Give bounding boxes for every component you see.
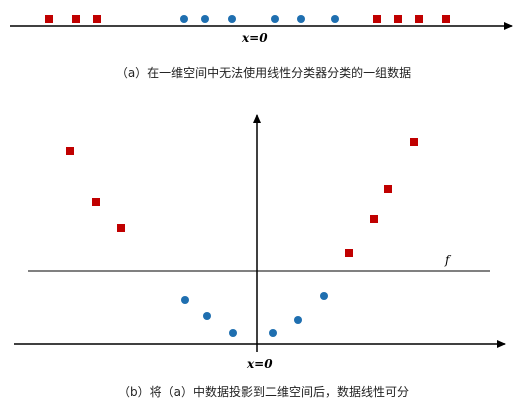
panel-b-circle-points — [181, 292, 328, 337]
panel-b-circle-point — [294, 316, 302, 324]
panel-a-square-point — [442, 15, 450, 23]
panel-b-square-point — [384, 185, 392, 193]
panel-a-circle-points — [180, 15, 339, 23]
panel-b-square-point — [117, 224, 125, 232]
panel-b-square-point — [410, 138, 418, 146]
panel-b-circle-point — [203, 312, 211, 320]
panel-a-origin-label: x=0 — [241, 31, 268, 45]
panel-b: f x=0 — [14, 114, 506, 371]
separating-line-label: f — [444, 253, 452, 267]
panel-a-square-point — [394, 15, 402, 23]
panel-a-square-point — [373, 15, 381, 23]
panel-b-square-points — [66, 138, 418, 257]
panel-b-square-point — [66, 147, 74, 155]
panel-b-square-point — [345, 249, 353, 257]
panel-a-square-point — [45, 15, 53, 23]
panel-b-circle-point — [181, 296, 189, 304]
panel-b-origin-label: x=0 — [246, 357, 273, 371]
panel-b-circle-point — [229, 329, 237, 337]
panel-a-circle-point — [228, 15, 236, 23]
panel-a-circle-point — [331, 15, 339, 23]
panel-b-circle-point — [320, 292, 328, 300]
panel-b-square-point — [370, 215, 378, 223]
panel-a-circle-point — [271, 15, 279, 23]
panel-a-circle-point — [180, 15, 188, 23]
panel-a-caption: （a）在一维空间中无法使用线性分类器分类的一组数据 — [115, 66, 412, 80]
panel-a-square-point — [415, 15, 423, 23]
panel-a-circle-point — [201, 15, 209, 23]
panel-a-square-point — [72, 15, 80, 23]
panel-a-square-point — [93, 15, 101, 23]
panel-a: x=0 — [10, 15, 513, 45]
panel-b-caption: （b）将（a）中数据投影到二维空间后，数据线性可分 — [118, 385, 409, 399]
panel-b-circle-point — [269, 329, 277, 337]
panel-b-square-point — [92, 198, 100, 206]
panel-a-circle-point — [297, 15, 305, 23]
panel-a-square-points — [45, 15, 450, 23]
